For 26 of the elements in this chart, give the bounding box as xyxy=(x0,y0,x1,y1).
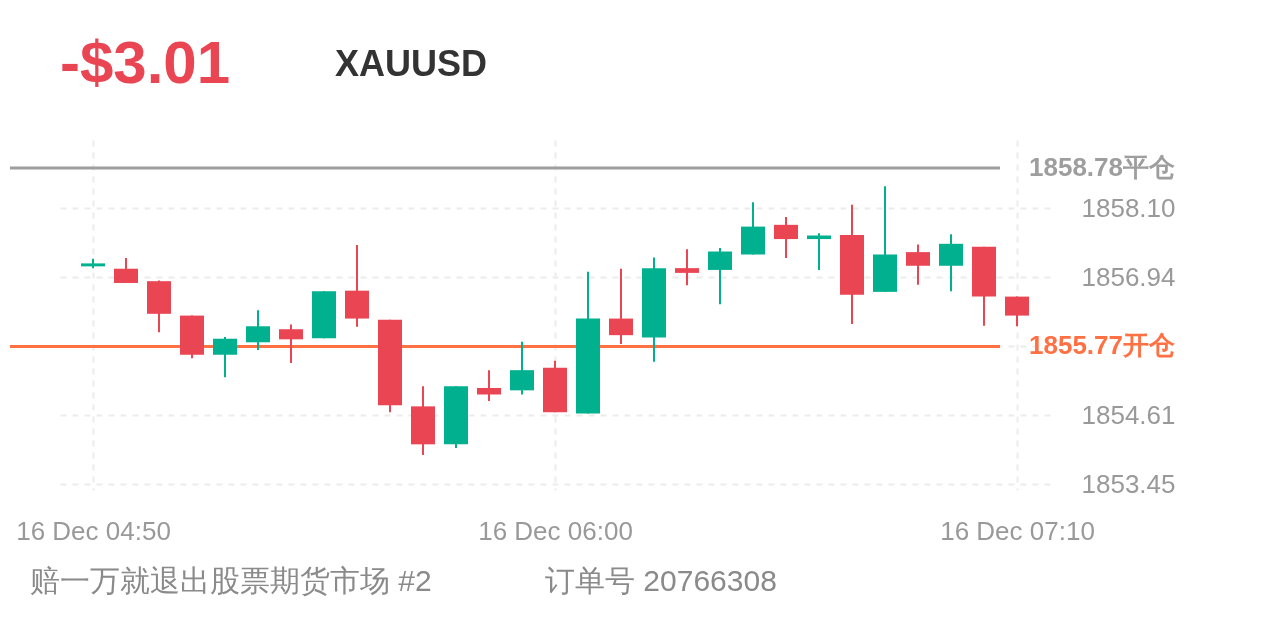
candlestick xyxy=(675,248,699,287)
y-tick-label: 1854.61 xyxy=(1081,399,1176,430)
candlestick xyxy=(609,267,633,346)
text: 订单号 20766308 xyxy=(545,564,777,597)
ref-line-label: 1855.77开仓 xyxy=(1029,330,1175,361)
y-tick-label: 1858.10 xyxy=(1081,192,1176,223)
candlestick xyxy=(279,323,303,365)
candlestick xyxy=(246,309,270,351)
text: 赔一万就退出股票期货市场 #2 xyxy=(30,564,432,597)
candlestick xyxy=(906,243,930,286)
chart-title: XAUUSD xyxy=(335,43,488,84)
candlestick xyxy=(1005,295,1029,328)
candlestick xyxy=(510,340,534,396)
x-tick-label: 16 Dec 06:00 xyxy=(478,515,633,546)
candlestick xyxy=(774,216,798,260)
candlestick xyxy=(708,246,732,306)
x-tick-label: 16 Dec 07:10 xyxy=(940,515,1095,546)
y-tick-label: 1853.45 xyxy=(1081,468,1176,499)
candlestick xyxy=(477,369,501,403)
y-tick-label: 1856.94 xyxy=(1081,261,1176,292)
text: -$3.01 xyxy=(59,29,231,96)
candlestick xyxy=(114,257,138,284)
ref-line-label: 1858.78平仓 xyxy=(1029,151,1175,182)
candlestick xyxy=(939,233,963,293)
candlestick xyxy=(213,335,237,379)
x-tick-label: 16 Dec 04:50 xyxy=(16,515,171,546)
